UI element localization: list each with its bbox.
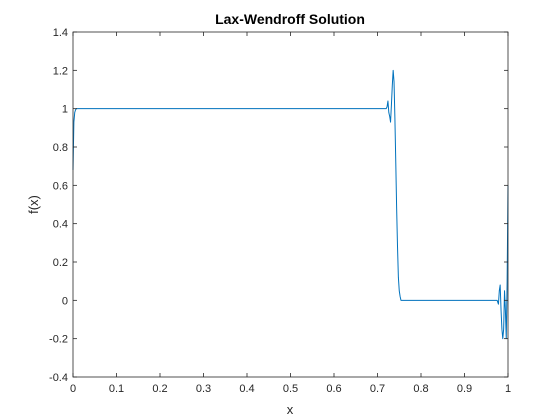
- x-axis-label: x: [287, 402, 294, 417]
- x-tick-label: 0: [70, 383, 76, 395]
- x-tick-label: 0.5: [283, 383, 298, 395]
- x-tick-label: 0.9: [457, 383, 472, 395]
- plot-box: [72, 31, 509, 378]
- series-layer: [72, 69, 509, 340]
- y-tick-label: 0.6: [53, 180, 68, 192]
- y-tick-label: 1.4: [53, 27, 68, 39]
- y-tick-label: -0.4: [49, 372, 68, 384]
- x-tick-label: 0.7: [370, 383, 385, 395]
- y-tick-label: 0.4: [53, 219, 68, 231]
- x-tick-label: 0.3: [196, 383, 211, 395]
- x-tick-label: 1: [505, 383, 511, 395]
- y-axis-label: f(x): [26, 195, 41, 214]
- y-tick-label: 0: [62, 295, 68, 307]
- x-axis: 0 0.1 0.2 0.3 0.4 0.5 0.6 0.7 0.8 0.9 1: [70, 32, 511, 395]
- y-axis: -0.4 -0.2 0 0.2 0.4 0.6 0.8 1 1.2 1.4: [49, 27, 508, 384]
- x-tick-label: 0.2: [152, 383, 167, 395]
- x-tick-label: 0.8: [413, 383, 428, 395]
- y-tick-label: 0.8: [53, 142, 68, 154]
- chart-title: Lax-Wendroff Solution: [215, 11, 365, 27]
- y-tick-label: -0.2: [49, 334, 68, 346]
- series-line: [72, 69, 509, 340]
- x-tick-label: 0.1: [109, 383, 124, 395]
- x-tick-label: 0.4: [239, 383, 254, 395]
- y-tick-label: 1.2: [53, 65, 68, 77]
- y-tick-label: 1: [62, 104, 68, 116]
- plot-area: [73, 32, 508, 377]
- x-tick-label: 0.6: [326, 383, 341, 395]
- y-tick-label: 0.2: [53, 257, 68, 269]
